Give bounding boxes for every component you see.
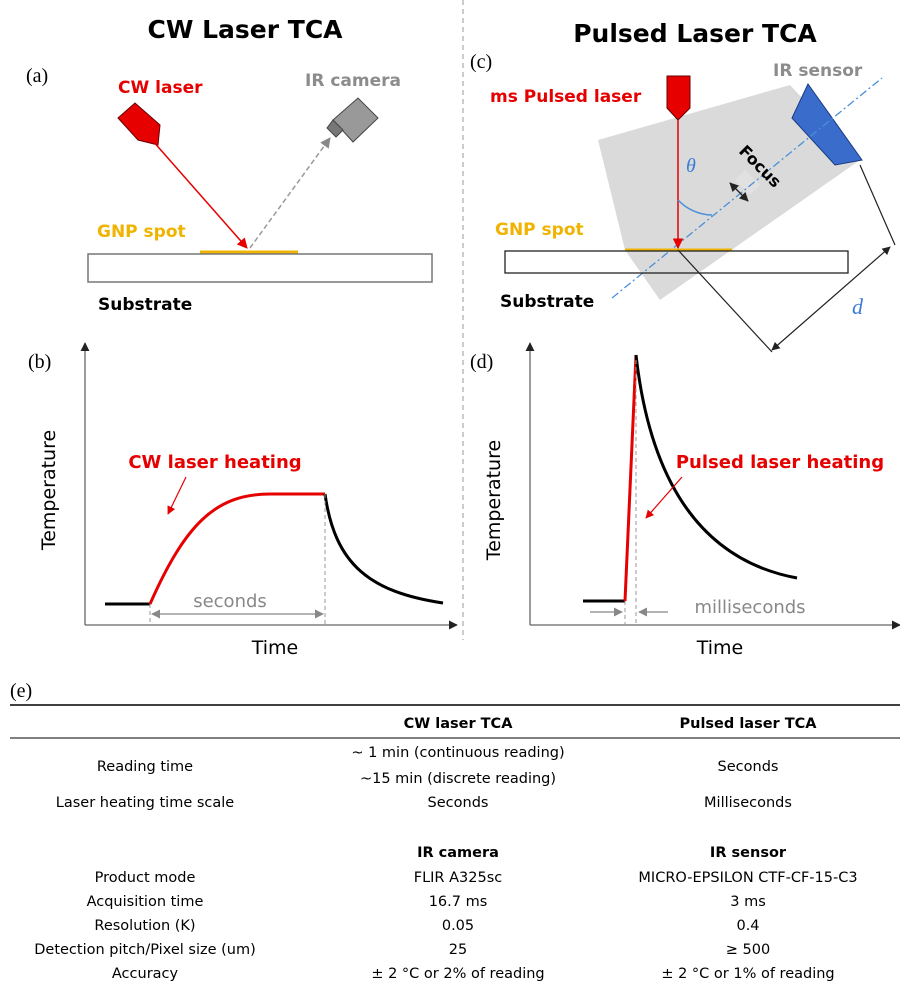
axis-title: Time — [251, 637, 299, 659]
device-rows: Product mode FLIR A325sc MICRO-EPSILON CTF… — [34, 870, 857, 982]
table-header: CW laser TCA — [404, 716, 514, 732]
angle-arc — [677, 199, 713, 216]
annotation-arrow — [167, 476, 187, 515]
substrate-label: Substrate — [98, 295, 192, 315]
spot-label: GNP spot — [97, 222, 186, 242]
annotation-arrow — [645, 476, 683, 519]
table-cell: ± 2 °C or 2% of reading — [371, 966, 544, 982]
table-subheader: IR sensor — [710, 845, 787, 861]
duration-label: milliseconds — [694, 597, 805, 618]
table-cell: ~ 1 min (continuous reading) — [351, 745, 564, 761]
spot-label: GNP spot — [495, 220, 584, 240]
annotation: Pulsed laser heating — [676, 452, 884, 473]
table-subheader: IR camera — [417, 845, 499, 861]
table-cell: Product mode — [95, 870, 196, 886]
table-label: (e) — [10, 680, 32, 702]
table-cell: 0.05 — [442, 918, 474, 934]
panel-label: (b) — [28, 351, 51, 373]
table-cell: ± 2 °C or 1% of reading — [661, 966, 834, 982]
laser-icon — [117, 102, 161, 146]
laser-icon — [666, 75, 691, 121]
table-cell: 16.7 ms — [429, 894, 488, 910]
axis-title: Time — [696, 637, 744, 659]
laser-beam — [151, 139, 248, 249]
panel-label: (d) — [470, 351, 493, 373]
table-cell: 3 ms — [730, 894, 766, 910]
table-cell: Seconds — [718, 759, 779, 775]
heating-curve — [623, 354, 638, 602]
table-cell: Milliseconds — [704, 795, 792, 811]
ir-path — [249, 137, 331, 249]
distance-lines — [677, 164, 896, 353]
table-cell: Acquisition time — [87, 894, 204, 910]
panel-title: Pulsed Laser TCA — [573, 19, 817, 48]
duration-label: seconds — [193, 591, 267, 612]
table-cell: Seconds — [428, 795, 489, 811]
sensor-axis — [611, 77, 883, 299]
laser-label: ms Pulsed laser — [490, 87, 642, 107]
cooling-curve — [323, 493, 444, 605]
heating-curve — [148, 492, 325, 605]
table-cell: MICRO-EPSILON CTF-CF-15-C3 — [638, 870, 857, 886]
laser-label: CW laser — [118, 78, 203, 98]
table-cell: FLIR A325sc — [414, 870, 503, 886]
table-cell: Resolution (K) — [94, 918, 195, 934]
table-cell: Reading time — [97, 759, 193, 775]
table-header: Pulsed laser TCA — [680, 716, 818, 732]
table-cell: ≥ 500 — [726, 942, 770, 958]
table-cell: 0.4 — [736, 918, 759, 934]
table-cell: Detection pitch/Pixel size (um) — [34, 942, 256, 958]
detector-label: IR camera — [305, 71, 401, 91]
cooling-curve — [634, 354, 798, 580]
annotation: CW laser heating — [128, 452, 301, 473]
axis-title: Temperature — [483, 440, 505, 561]
table-cell: ~15 min (discrete reading) — [360, 771, 556, 787]
table-cell: Accuracy — [112, 966, 179, 982]
table-cell: Laser heating time scale — [56, 795, 235, 811]
sensor-cone — [598, 85, 860, 300]
panel-label: (a) — [26, 65, 48, 87]
axis-title: Temperature — [38, 430, 60, 551]
angle-label: θ — [686, 155, 696, 177]
distance-label: d — [852, 294, 864, 319]
table-cell: 25 — [449, 942, 467, 958]
substrate-label: Substrate — [500, 292, 594, 312]
focus-arrow — [729, 182, 749, 202]
panel-title: CW Laser TCA — [147, 15, 343, 44]
sensor-icon — [791, 83, 863, 166]
detector-label: IR sensor — [773, 61, 863, 81]
panel-label: (c) — [470, 51, 492, 73]
substrate — [87, 253, 433, 283]
camera-icon — [326, 97, 379, 143]
